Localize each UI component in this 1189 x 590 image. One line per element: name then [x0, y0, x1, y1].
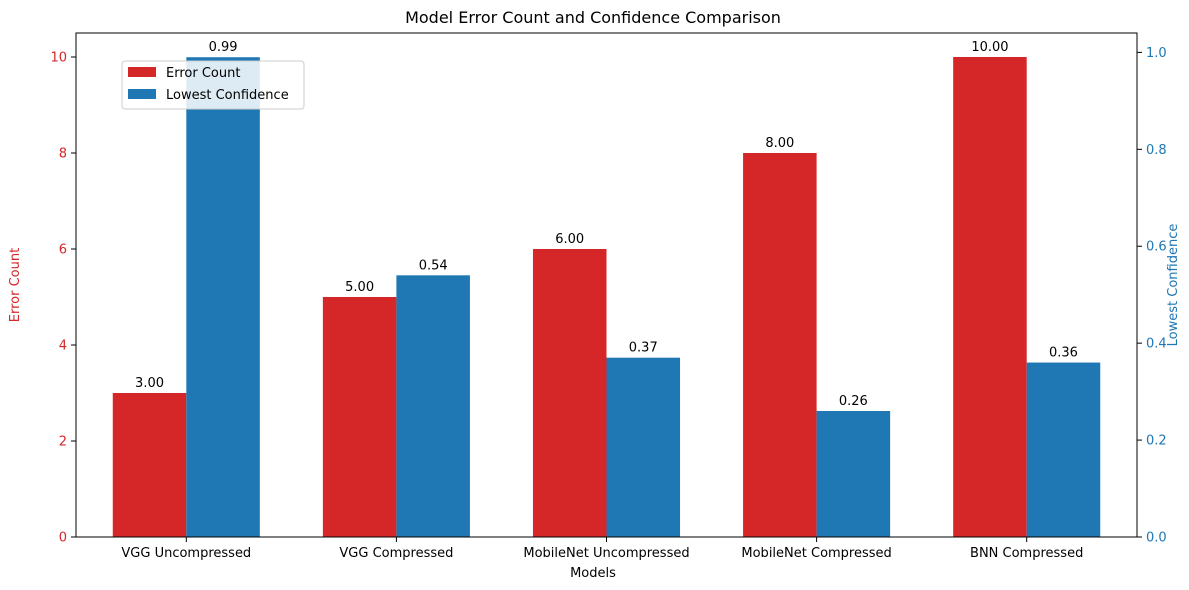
bar-value-label: 0.26 — [839, 394, 868, 409]
y-right-tick-label: 0.6 — [1146, 240, 1167, 255]
bar-lowest-confidence — [816, 411, 891, 537]
bar-value-label: 6.00 — [555, 232, 584, 247]
y-left-tick-label: 10 — [50, 51, 67, 66]
bar-value-label: 8.00 — [765, 136, 794, 151]
y-right-tick-label: 0.2 — [1146, 434, 1167, 449]
bar-error-count — [322, 297, 397, 537]
bar-value-label: 0.54 — [419, 258, 448, 273]
x-tick-label: VGG Uncompressed — [121, 546, 251, 561]
y-left-tick-label: 8 — [59, 147, 67, 162]
bar-value-label: 0.99 — [209, 40, 238, 55]
y-axis-left-label: Error Count — [8, 248, 23, 322]
y-right-tick-label: 1.0 — [1146, 46, 1167, 61]
x-axis: VGG Uncompressed VGG Compressed MobileNet … — [121, 537, 1083, 561]
y-right-tick-label: 0.4 — [1146, 337, 1167, 352]
bar-value-label: 0.37 — [629, 341, 658, 356]
bar-value-label: 5.00 — [345, 280, 374, 295]
x-tick-label: MobileNet Compressed — [741, 546, 891, 561]
bar-error-count — [532, 249, 607, 537]
bar-lowest-confidence — [606, 357, 681, 537]
y-left-tick-label: 6 — [59, 243, 67, 258]
right-axis: 0.0 0.2 0.4 0.6 0.8 1.0 — [1137, 46, 1167, 546]
bar-lowest-confidence — [396, 275, 470, 537]
legend-swatch-lowest-confidence — [128, 89, 156, 99]
chart-title: Model Error Count and Confidence Compari… — [405, 8, 781, 27]
bar-value-label: 0.36 — [1049, 346, 1078, 361]
x-axis-label: Models — [570, 566, 616, 581]
plot-frame — [75, 32, 1138, 538]
legend-label-lowest-confidence: Lowest Confidence — [166, 88, 289, 103]
bar-lowest-confidence — [186, 57, 260, 537]
bar-error-count — [743, 153, 817, 537]
legend-swatch-error-count — [128, 67, 156, 77]
legend-label-error-count: Error Count — [166, 66, 240, 81]
x-tick-label: VGG Compressed — [339, 546, 453, 561]
left-axis: 0 2 4 6 8 10 — [50, 51, 76, 546]
x-tick-label: BNN Compressed — [970, 546, 1083, 561]
bar-error-count — [112, 393, 187, 537]
y-left-tick-label: 2 — [59, 435, 67, 450]
y-axis-right-label: Lowest Confidence — [1166, 224, 1181, 347]
y-right-tick-label: 0.8 — [1146, 143, 1167, 158]
bars-layer — [112, 57, 1101, 537]
bar-error-count — [953, 57, 1027, 537]
legend: Error Count Lowest Confidence — [121, 60, 305, 110]
bar-labels-layer: 3.00 5.00 6.00 8.00 10.00 0.99 0.54 0.37 0.26 0.3… — [135, 40, 1078, 409]
x-tick-label: MobileNet Uncompressed — [523, 546, 689, 561]
bar-value-label: 10.00 — [971, 40, 1008, 55]
bar-value-label: 3.00 — [135, 376, 164, 391]
y-right-tick-label: 0.0 — [1146, 531, 1167, 546]
bar-lowest-confidence — [1026, 362, 1101, 537]
legend-box — [121, 60, 305, 110]
y-left-tick-label: 4 — [59, 339, 67, 354]
y-left-tick-label: 0 — [59, 531, 67, 546]
